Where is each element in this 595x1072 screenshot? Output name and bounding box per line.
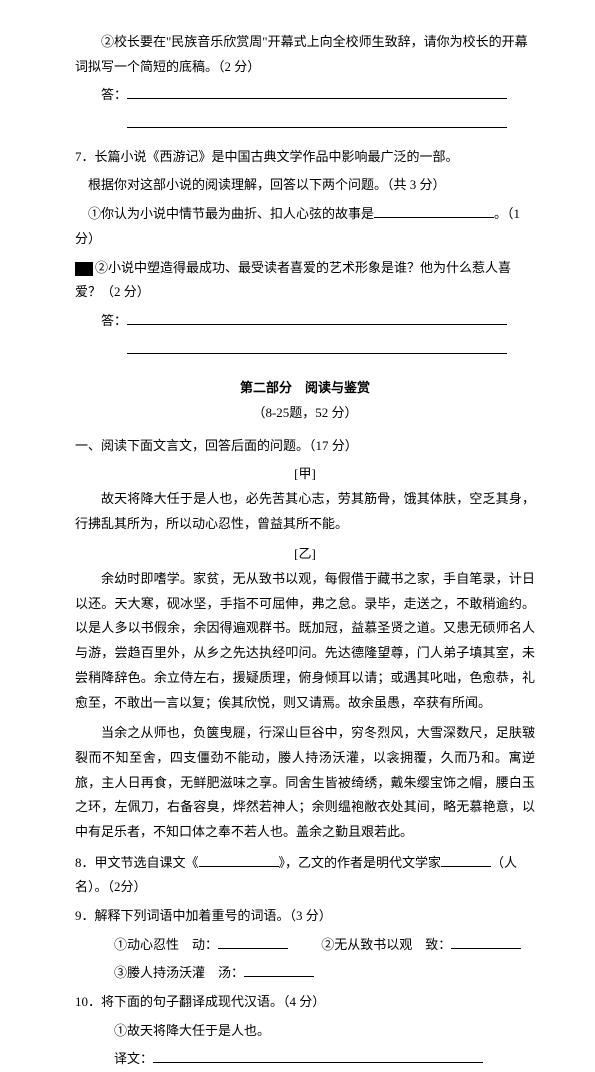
jia-text: 故天将降大任于是人也，必先苦其心志，劳其筋骨，饿其体肤，空乏其身，行拂乱其所为，… [75,487,535,536]
answer-blank[interactable] [127,85,507,99]
yi-p2: 当余之从师也，负箧曳屣，行深山巨谷中，穷冬烈风，大雪深数尺，足肤皲裂而不知至舍，… [75,721,535,844]
yi-p1: 余幼时即嗜学。家贫，无从致书以观，每假借于藏书之家，手自笔录，计日以还。天大寒，… [75,567,535,715]
q7-stem: 7．长篇小说《西游记》是中国古典文学作品中影响最广泛的一部。 [75,145,535,170]
q9-blank3[interactable] [244,963,314,977]
marker-icon [75,262,93,276]
trans-label: 译文： [114,1051,153,1066]
q8-blank2[interactable] [441,853,491,867]
q7-sub2: ②小说中塑造得最成功、最受读者喜爱的艺术形象是谁？他为什么惹人喜爱？（2 分） [75,260,511,300]
section1-heading: 一、阅读下面文言文，回答后面的问题。（17 分） [75,434,535,459]
answer-blank-2[interactable] [127,114,507,128]
jia-label: [甲] [75,462,535,487]
q10-stem: 10．将下面的句子翻译成现代汉语。（4 分） [75,990,535,1015]
q9-item3: ③媵人持汤沃灌 汤： [114,965,244,980]
q8-pre: 8．甲文节选自课文《 [75,855,199,870]
q7-sub1-pre: ①你认为小说中情节最为曲折、扣人心弦的故事是 [88,206,374,221]
q9-blank2[interactable] [451,935,521,949]
q8-blank1[interactable] [199,853,279,867]
q9-item1: ①动心忍性 动： [114,937,218,952]
q8-mid: 》，乙文的作者是明代文学家 [279,855,442,870]
q7-sub1-blank[interactable] [374,204,494,218]
part2-subtitle: （8-25题，52 分） [75,401,535,426]
q9-item2: ②无从致书以观 致： [321,937,451,952]
q9-blank1[interactable] [218,935,288,949]
q9-stem: 9．解释下列词语中加着重号的词语。（3 分） [75,904,535,929]
answer-label: 答： [101,313,127,328]
q10-item1: ①故天将降大任于是人也。 [75,1019,535,1044]
yi-label: [乙] [75,542,535,567]
part2-title: 第二部分 阅读与鉴赏 [75,376,535,401]
q6-2-prompt: ②校长要在"民族音乐欣赏周"开幕式上向全校师生致辞，请你为校长的开幕词拟写一个简… [75,30,535,79]
answer-label: 答： [101,87,127,102]
q7-answer-blank[interactable] [127,311,507,325]
q7-answer-blank-2[interactable] [127,340,507,354]
q7-instruction: 根据你对这部小说的阅读理解，回答以下两个问题。（共 3 分） [75,173,535,198]
q10-trans-blank[interactable] [153,1049,483,1063]
